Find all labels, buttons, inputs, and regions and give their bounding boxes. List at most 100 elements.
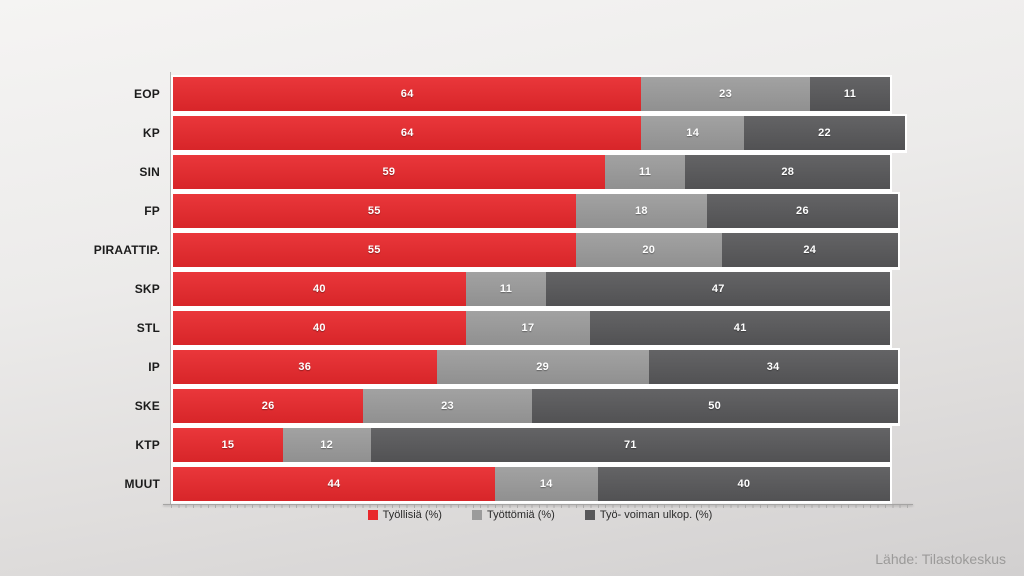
bar-area: 40 11 47 bbox=[171, 270, 907, 309]
segment-value: 44 bbox=[327, 478, 341, 490]
bar-segment: 64 bbox=[173, 77, 642, 111]
chart-row: IP 36 29 34 bbox=[0, 348, 1024, 387]
segment-value: 28 bbox=[781, 166, 795, 178]
y-axis-line bbox=[170, 72, 171, 505]
category-label: FP bbox=[144, 204, 160, 218]
bar-segment: 50 bbox=[531, 389, 898, 423]
legend-label: Työ- voiman ulkop. (%) bbox=[599, 509, 713, 521]
chart-rows: EOP 64 23 11 KP 64 14 22 SIN 59 11 28 FP 55 18 26 PIRAAT… bbox=[0, 75, 1024, 504]
legend-item: Työttömiä (%) bbox=[471, 509, 555, 521]
segment-value: 26 bbox=[261, 400, 275, 412]
segment-value: 26 bbox=[796, 205, 809, 217]
segment-value: 71 bbox=[624, 439, 637, 451]
bar-segment: 71 bbox=[370, 428, 891, 462]
segment-value: 50 bbox=[708, 400, 722, 412]
category-label: PIRAATTIP. bbox=[93, 243, 160, 257]
bar-segment: 11 bbox=[809, 77, 891, 111]
segment-value: 64 bbox=[400, 127, 414, 139]
segment-value: 12 bbox=[320, 439, 334, 451]
segment-value: 55 bbox=[367, 205, 381, 217]
bar-segment: 11 bbox=[604, 155, 686, 189]
segment-value: 40 bbox=[312, 322, 326, 334]
bar-area: 15 12 71 bbox=[171, 426, 907, 465]
segment-value: 24 bbox=[803, 244, 817, 256]
segment-value: 64 bbox=[400, 88, 414, 100]
chart-row: STL 40 17 41 bbox=[0, 309, 1024, 348]
segment-value: 36 bbox=[298, 361, 312, 373]
bar-segment: 26 bbox=[173, 389, 364, 423]
bar-segment: 59 bbox=[173, 155, 605, 189]
legend-swatch bbox=[367, 510, 378, 520]
category-label: KP bbox=[142, 126, 160, 140]
stacked-bar: 40 11 47 bbox=[171, 270, 893, 309]
segment-value: 18 bbox=[635, 205, 648, 217]
bar-area: 55 18 26 bbox=[171, 192, 907, 231]
category-label: EOP bbox=[134, 87, 160, 101]
legend-item: Työllisiä (%) bbox=[367, 509, 442, 521]
category-label: KTP bbox=[135, 438, 160, 452]
bar-segment: 23 bbox=[641, 77, 811, 111]
bar-area: 64 23 11 bbox=[171, 75, 907, 114]
bar-segment: 28 bbox=[685, 155, 891, 189]
bar-segment: 20 bbox=[575, 233, 723, 267]
legend-label: Työllisiä (%) bbox=[382, 509, 442, 521]
bar-segment: 14 bbox=[641, 116, 745, 150]
bar-segment: 29 bbox=[436, 350, 650, 384]
bar-segment: 36 bbox=[173, 350, 437, 384]
segment-value: 11 bbox=[843, 88, 857, 100]
category-label: SKE bbox=[134, 399, 160, 413]
stacked-bar: 44 14 40 bbox=[171, 465, 893, 504]
segment-value: 20 bbox=[642, 244, 656, 256]
chart-row: SIN 59 11 28 bbox=[0, 153, 1024, 192]
bar-segment: 40 bbox=[173, 272, 466, 306]
legend-label: Työttömiä (%) bbox=[486, 509, 555, 521]
chart-row: EOP 64 23 11 bbox=[0, 75, 1024, 114]
chart-row: MUUT 44 14 40 bbox=[0, 465, 1024, 504]
segment-value: 40 bbox=[312, 283, 326, 295]
bar-segment: 24 bbox=[721, 233, 898, 267]
segment-value: 59 bbox=[382, 166, 396, 178]
bar-segment: 15 bbox=[173, 428, 283, 462]
stacked-bar: 40 17 41 bbox=[171, 309, 893, 348]
x-axis-line bbox=[163, 504, 913, 505]
segment-value: 55 bbox=[367, 244, 381, 256]
segment-value: 23 bbox=[719, 88, 733, 100]
chart-row: SKP 40 11 47 bbox=[0, 270, 1024, 309]
bar-segment: 23 bbox=[363, 389, 533, 423]
segment-value: 14 bbox=[686, 127, 700, 139]
legend-swatch bbox=[471, 510, 482, 520]
chart-legend: Työllisiä (%) Työttömiä (%) Työ- voiman ul… bbox=[172, 509, 908, 521]
bar-area: 64 14 22 bbox=[171, 114, 907, 153]
segment-value: 14 bbox=[539, 478, 553, 490]
bar-area: 40 17 41 bbox=[171, 309, 907, 348]
bar-segment: 22 bbox=[743, 116, 906, 150]
segment-value: 40 bbox=[737, 478, 751, 490]
bar-segment: 40 bbox=[597, 467, 891, 501]
bar-segment: 14 bbox=[495, 467, 598, 501]
segment-value: 34 bbox=[766, 361, 780, 373]
stacked-bar: 15 12 71 bbox=[171, 426, 893, 465]
segment-value: 17 bbox=[521, 322, 535, 334]
category-label: MUUT bbox=[124, 477, 160, 491]
category-label: IP bbox=[148, 360, 160, 374]
legend-item: Työ- voiman ulkop. (%) bbox=[584, 509, 713, 521]
source-label: Lähde: Tilastokeskus bbox=[875, 551, 1006, 567]
chart-row: PIRAATTIP. 55 20 24 bbox=[0, 231, 1024, 270]
segment-value: 41 bbox=[733, 322, 747, 334]
stacked-bar: 55 18 26 bbox=[171, 192, 900, 231]
bar-segment: 17 bbox=[465, 311, 591, 345]
segment-value: 22 bbox=[818, 127, 831, 139]
bar-segment: 44 bbox=[173, 467, 496, 501]
bar-area: 55 20 24 bbox=[171, 231, 907, 270]
bar-area: 44 14 40 bbox=[171, 465, 907, 504]
bar-segment: 47 bbox=[546, 272, 891, 306]
category-label: SKP bbox=[134, 282, 160, 296]
stacked-bar: 64 14 22 bbox=[171, 114, 907, 153]
bar-segment: 34 bbox=[648, 350, 898, 384]
segment-value: 15 bbox=[221, 439, 235, 451]
bar-segment: 55 bbox=[173, 194, 576, 228]
stacked-bar: 55 20 24 bbox=[171, 231, 900, 270]
bar-segment: 40 bbox=[173, 311, 466, 345]
segment-value: 11 bbox=[499, 283, 513, 295]
category-label: SIN bbox=[139, 165, 160, 179]
